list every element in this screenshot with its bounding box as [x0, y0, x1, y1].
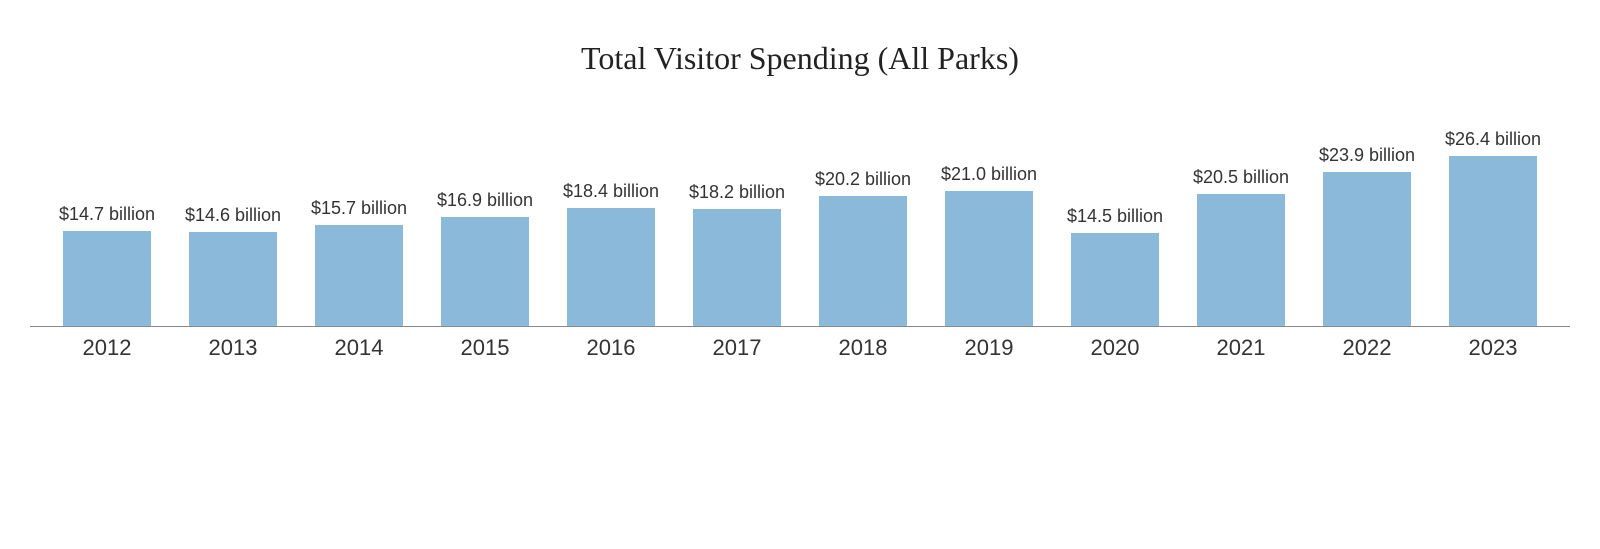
- bar: [315, 225, 403, 326]
- chart-title: Total Visitor Spending (All Parks): [30, 40, 1570, 77]
- bar: [441, 217, 529, 326]
- bar: [819, 196, 907, 326]
- bars-row: $14.7 billion$14.6 billion$15.7 billion$…: [30, 137, 1570, 327]
- x-axis-label: 2016: [548, 335, 674, 361]
- spending-bar-chart: Total Visitor Spending (All Parks) $14.7…: [0, 0, 1600, 357]
- x-axis-labels: 2012201320142015201620172018201920202021…: [30, 335, 1570, 361]
- bar-value-label: $20.5 billion: [1178, 167, 1304, 188]
- bar: [63, 231, 151, 326]
- bar: [693, 209, 781, 326]
- bar: [945, 191, 1033, 326]
- bar-value-label: $18.4 billion: [548, 181, 674, 202]
- bar-value-label: $15.7 billion: [296, 198, 422, 219]
- x-axis-label: 2020: [1052, 335, 1178, 361]
- bar-group: $18.4 billion: [548, 137, 674, 326]
- bar-value-label: $18.2 billion: [674, 182, 800, 203]
- bar-group: $14.6 billion: [170, 137, 296, 326]
- bar-value-label: $20.2 billion: [800, 169, 926, 190]
- bar-value-label: $26.4 billion: [1430, 129, 1556, 150]
- bar-group: $20.2 billion: [800, 137, 926, 326]
- x-axis-label: 2022: [1304, 335, 1430, 361]
- bar-group: $15.7 billion: [296, 137, 422, 326]
- bar-group: $20.5 billion: [1178, 137, 1304, 326]
- bar-value-label: $14.5 billion: [1052, 206, 1178, 227]
- bar-group: $23.9 billion: [1304, 137, 1430, 326]
- x-axis-label: 2015: [422, 335, 548, 361]
- bar-group: $21.0 billion: [926, 137, 1052, 326]
- x-axis-label: 2023: [1430, 335, 1556, 361]
- bar-group: $14.5 billion: [1052, 137, 1178, 326]
- x-axis-label: 2013: [170, 335, 296, 361]
- bar: [1323, 172, 1411, 326]
- bar: [1197, 194, 1285, 326]
- bar-group: $18.2 billion: [674, 137, 800, 326]
- x-axis-label: 2019: [926, 335, 1052, 361]
- bar-group: $14.7 billion: [44, 137, 170, 326]
- bar: [189, 232, 277, 326]
- x-axis-label: 2021: [1178, 335, 1304, 361]
- x-axis-label: 2018: [800, 335, 926, 361]
- bar-value-label: $23.9 billion: [1304, 145, 1430, 166]
- x-axis-label: 2017: [674, 335, 800, 361]
- bar-value-label: $16.9 billion: [422, 190, 548, 211]
- bar-group: $16.9 billion: [422, 137, 548, 326]
- bar-value-label: $14.6 billion: [170, 205, 296, 226]
- bar: [1449, 156, 1537, 326]
- bar: [1071, 233, 1159, 326]
- x-axis-label: 2014: [296, 335, 422, 361]
- bar-value-label: $14.7 billion: [44, 204, 170, 225]
- bar: [567, 208, 655, 326]
- bar-value-label: $21.0 billion: [926, 164, 1052, 185]
- x-axis-label: 2012: [44, 335, 170, 361]
- plot-area: $14.7 billion$14.6 billion$15.7 billion$…: [30, 137, 1570, 357]
- bar-group: $26.4 billion: [1430, 137, 1556, 326]
